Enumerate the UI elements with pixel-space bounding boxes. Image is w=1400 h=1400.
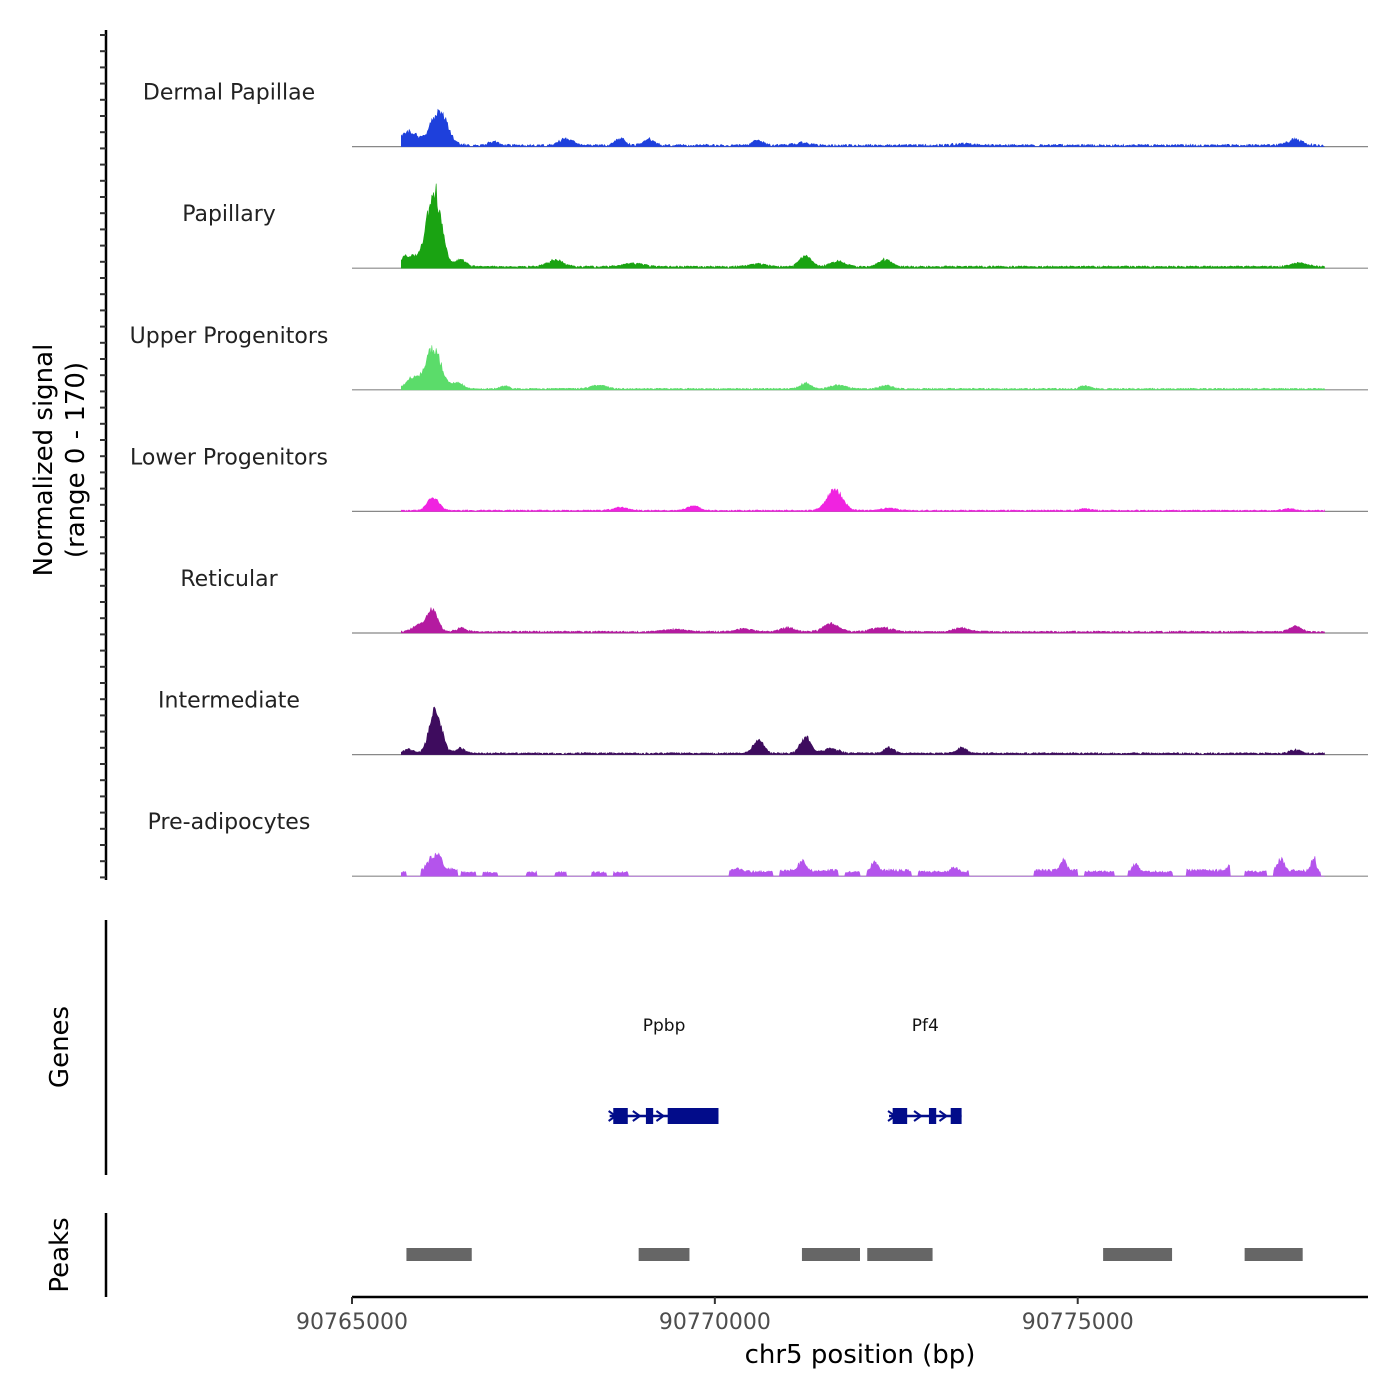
y-axis-title: Normalized signal (range 0 - 170) <box>29 344 91 577</box>
peak-region <box>1103 1248 1173 1261</box>
gene-exon <box>667 1108 719 1124</box>
track-label: Reticular <box>180 567 278 592</box>
track-label: Pre-adipocytes <box>148 810 311 835</box>
strand-arrow <box>655 1110 666 1122</box>
peak-region <box>867 1248 933 1261</box>
peak-region <box>638 1248 690 1261</box>
x-tick-label: 90775000 <box>1022 1310 1134 1335</box>
coverage-panel: Dermal Papillae Papillary Upper Progenitor… <box>100 30 1368 880</box>
peak-region <box>801 1248 860 1261</box>
x-axis-title: chr5 position (bp) <box>745 1340 976 1370</box>
coverage-area <box>401 183 1325 270</box>
y-axis-title-line1: Normalized signal <box>29 344 59 577</box>
strand-arrow <box>632 1110 642 1122</box>
coverage-area <box>401 345 1325 391</box>
track-papillary: Papillary <box>182 183 1368 270</box>
peak-region <box>406 1248 472 1261</box>
y-axis-title-line2: (range 0 - 170) <box>61 362 91 558</box>
track-label: Lower Progenitors <box>130 445 328 470</box>
gene-exon <box>613 1108 628 1124</box>
track-label: Upper Progenitors <box>130 324 329 349</box>
track-pre-adipocytes: Pre-adipocytes <box>148 810 1368 877</box>
coverage-area <box>401 488 1325 512</box>
track-intermediate: Intermediate <box>158 689 1368 756</box>
gene-label: Ppbp <box>643 1016 686 1036</box>
genes-panel: Genes Ppbp Pf4 <box>45 920 962 1175</box>
coverage-area <box>401 108 1325 148</box>
gene-ppbp: Ppbp <box>608 1016 719 1124</box>
peaks-axis-title: Peaks <box>45 1217 75 1292</box>
gene-exon <box>892 1108 908 1124</box>
coverage-area <box>401 852 1325 877</box>
track-label: Intermediate <box>158 689 300 714</box>
track-label: Papillary <box>182 202 276 227</box>
track-dermal-papillae: Dermal Papillae <box>143 81 1368 148</box>
gene-exon <box>928 1108 937 1124</box>
track-upper-progenitors: Upper Progenitors <box>130 324 1368 391</box>
x-axis: chr5 position (bp) 90765000 90770000 90775… <box>296 1295 1368 1370</box>
gene-exon <box>645 1108 654 1124</box>
track-reticular: Reticular <box>180 567 1368 634</box>
strand-arrow <box>913 1110 923 1122</box>
track-lower-progenitors: Lower Progenitors <box>130 445 1368 512</box>
coverage-area <box>401 706 1325 756</box>
peak-region <box>1244 1248 1303 1261</box>
gene-label: Pf4 <box>912 1016 939 1036</box>
x-tick-label: 90770000 <box>659 1310 771 1335</box>
x-tick-label: 90765000 <box>296 1310 408 1335</box>
genes-axis-title: Genes <box>45 1006 75 1088</box>
gene-pf4: Pf4 <box>887 1016 962 1124</box>
peaks-panel: Peaks <box>45 1213 1303 1297</box>
gene-exon <box>950 1108 962 1124</box>
track-label: Dermal Papillae <box>143 81 315 106</box>
strand-arrow <box>938 1110 949 1122</box>
coverage-area <box>401 607 1325 634</box>
